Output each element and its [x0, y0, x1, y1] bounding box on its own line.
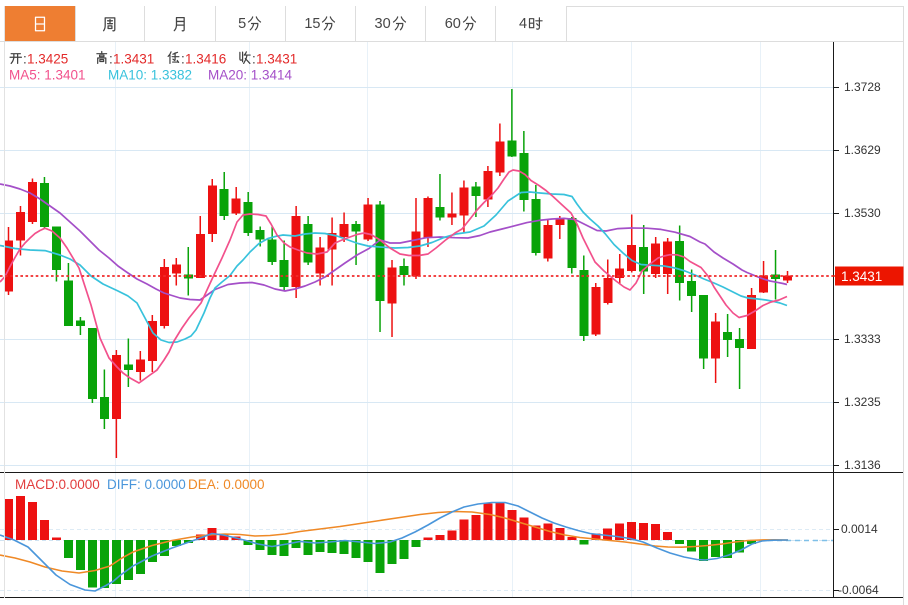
svg-text:MA10: 1.3382: MA10: 1.3382: [108, 68, 192, 83]
svg-text:1.3235: 1.3235: [844, 395, 881, 409]
svg-text::: :: [23, 52, 27, 67]
svg-text:1.3431: 1.3431: [113, 52, 154, 67]
svg-text:1.3416: 1.3416: [185, 52, 226, 67]
svg-text:1.3629: 1.3629: [844, 143, 881, 157]
svg-text:MACD:0.0000: MACD:0.0000: [15, 477, 100, 492]
svg-text:1.3431: 1.3431: [841, 269, 882, 284]
svg-text:1.3530: 1.3530: [844, 206, 881, 220]
svg-text::: :: [109, 52, 113, 67]
svg-text:1.3431: 1.3431: [256, 52, 297, 67]
svg-text:DEA: 0.0000: DEA: 0.0000: [188, 477, 265, 492]
svg-text:-0.0064: -0.0064: [838, 583, 879, 597]
svg-text::: :: [252, 52, 256, 67]
svg-text:0.0014: 0.0014: [841, 522, 878, 536]
svg-text:1.3333: 1.3333: [844, 332, 881, 346]
svg-text:DIFF: 0.0000: DIFF: 0.0000: [107, 477, 186, 492]
svg-text:MA20: 1.3414: MA20: 1.3414: [208, 68, 293, 83]
svg-text:MA5: 1.3401: MA5: 1.3401: [9, 68, 86, 83]
svg-text:1.3136: 1.3136: [844, 458, 881, 472]
svg-text:1.3728: 1.3728: [844, 80, 881, 94]
svg-text::: :: [181, 52, 185, 67]
svg-text:1.3425: 1.3425: [27, 52, 68, 67]
